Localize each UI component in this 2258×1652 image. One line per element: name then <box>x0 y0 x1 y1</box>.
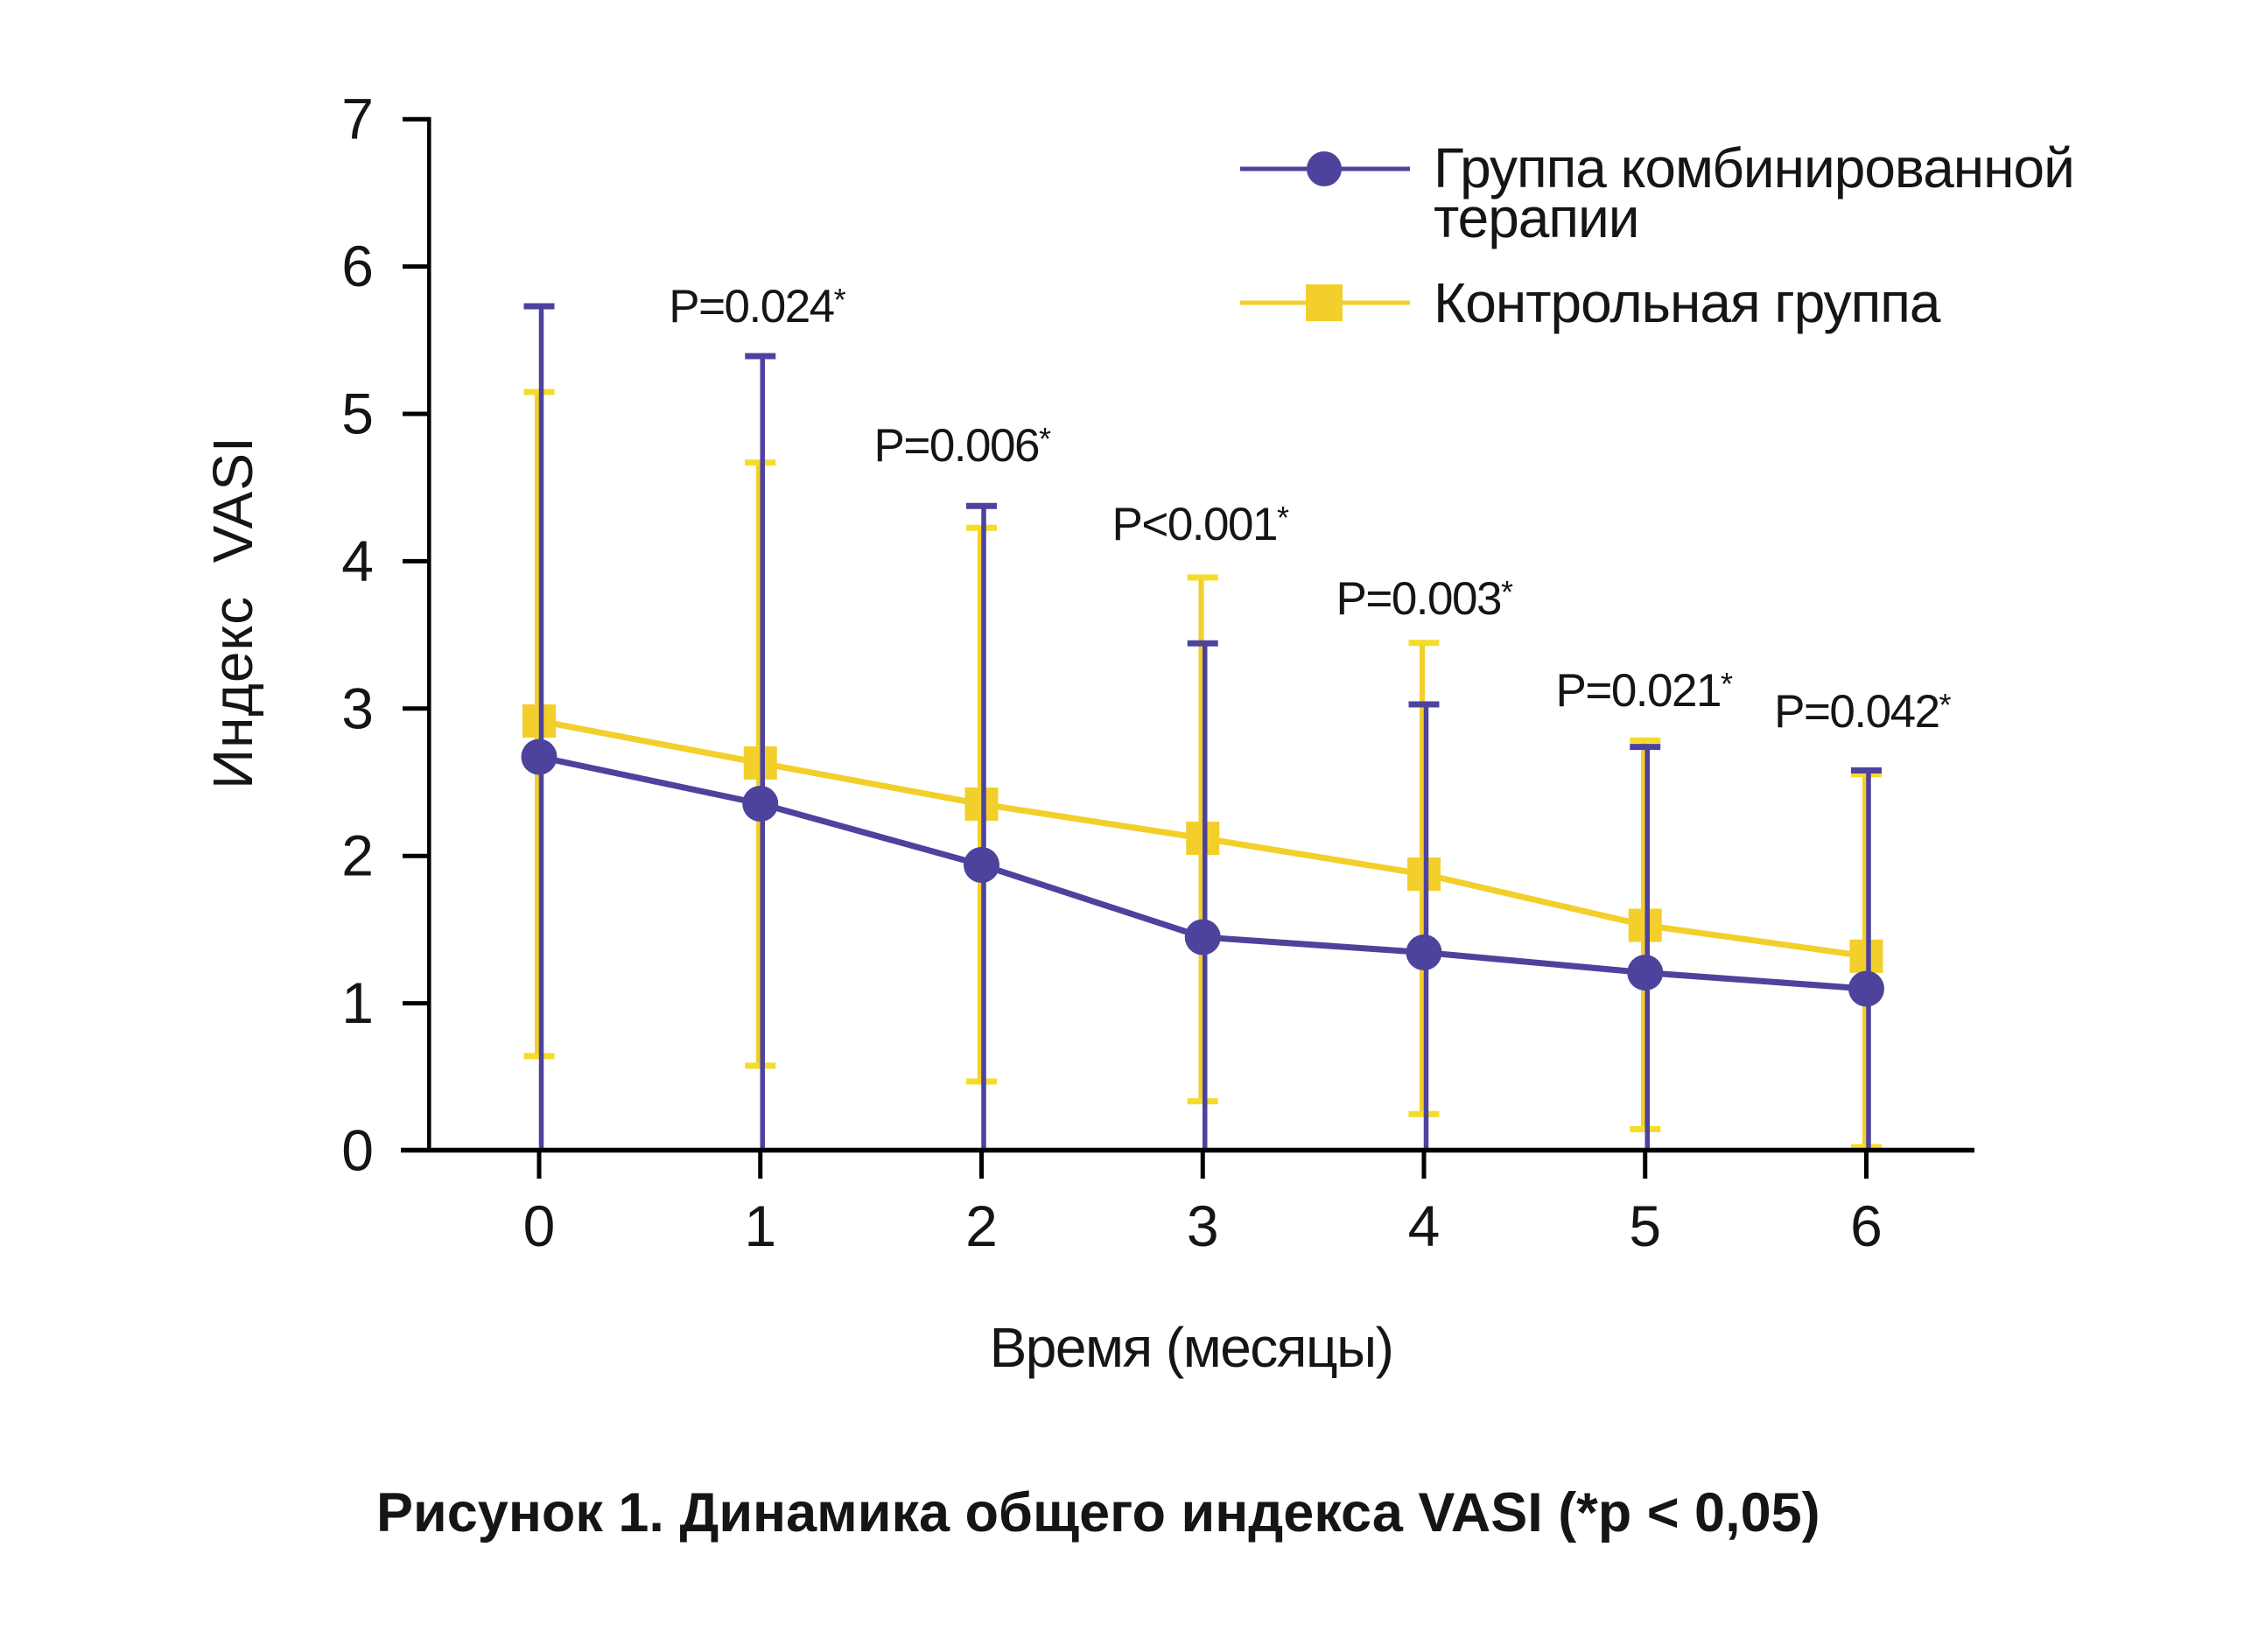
svg-text:0: 0 <box>523 1194 556 1258</box>
svg-text:P=0.021*: P=0.021* <box>1556 665 1733 717</box>
svg-text:P<0.001*: P<0.001* <box>1112 499 1289 550</box>
svg-text:2: 2 <box>341 823 374 888</box>
svg-text:Время (месяцы): Время (месяцы) <box>990 1316 1393 1379</box>
svg-text:1: 1 <box>341 970 374 1035</box>
svg-text:3: 3 <box>341 676 374 740</box>
svg-text:4: 4 <box>341 528 374 593</box>
svg-text:6: 6 <box>1850 1194 1883 1258</box>
svg-text:P=0.024*: P=0.024* <box>669 281 845 332</box>
svg-text:5: 5 <box>341 382 374 446</box>
svg-text:Группа комбинированной: Группа комбинированной <box>1434 136 2074 200</box>
svg-text:7: 7 <box>341 87 374 151</box>
svg-text:0: 0 <box>341 1118 374 1183</box>
svg-text:Рисунок 1. Динамика общего инд: Рисунок 1. Динамика общего индекса VASI … <box>376 1482 1820 1544</box>
svg-text:P=0.006*: P=0.006* <box>874 420 1051 472</box>
svg-text:1: 1 <box>744 1194 776 1258</box>
svg-text:3: 3 <box>1187 1194 1219 1258</box>
svg-text:2: 2 <box>965 1194 998 1258</box>
svg-text:5: 5 <box>1629 1194 1661 1258</box>
svg-text:6: 6 <box>341 234 374 298</box>
svg-text:P=0.003*: P=0.003* <box>1336 573 1513 625</box>
svg-text:Контрольная группа: Контрольная группа <box>1434 271 1941 334</box>
svg-text:терапии: терапии <box>1434 186 1639 249</box>
svg-text:4: 4 <box>1408 1194 1441 1258</box>
svg-text:Индекс VASI: Индекс VASI <box>201 436 264 789</box>
svg-text:P=0.042*: P=0.042* <box>1774 686 1951 738</box>
